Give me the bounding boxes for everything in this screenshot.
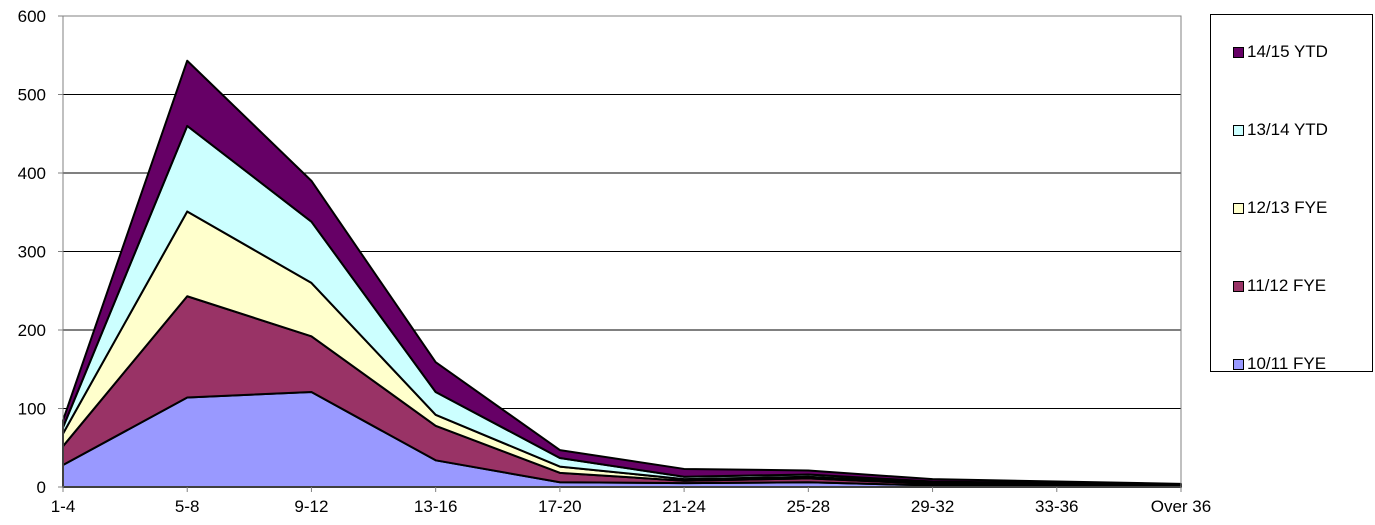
x-tick-label: Over 36: [1151, 497, 1211, 516]
y-tick-label: 500: [18, 86, 46, 105]
legend-item: 13/14 YTD: [1233, 120, 1328, 140]
legend-swatch: [1233, 280, 1244, 292]
legend-swatch: [1233, 202, 1244, 214]
legend-swatch: [1233, 46, 1244, 58]
stacked-areas: [62, 59, 1182, 488]
x-axis-ticks: 1-4 5-8 9-12 13-16 17-20 21-24 25-28 29-32 33-36…: [51, 487, 1211, 516]
legend-swatch: [1233, 124, 1244, 136]
y-tick-label: 400: [18, 164, 46, 183]
y-tick-label: 200: [18, 321, 46, 340]
legend-item: 11/12 FYE: [1233, 276, 1326, 296]
legend-label: 12/13 FYE: [1247, 198, 1328, 217]
y-tick-label: 0: [37, 478, 46, 497]
x-tick-label: 13-16: [414, 497, 457, 516]
y-tick-label: 600: [18, 7, 46, 26]
legend-item: 10/11 FYE: [1233, 354, 1326, 374]
y-tick-label: 300: [18, 243, 46, 262]
x-tick-label: 5-8: [175, 497, 200, 516]
x-tick-label: 9-12: [294, 497, 328, 516]
legend-swatch: [1233, 358, 1244, 370]
x-tick-label: 29-32: [911, 497, 954, 516]
x-tick-label: 33-36: [1035, 497, 1078, 516]
legend-label: 11/12 FYE: [1247, 276, 1327, 295]
y-tick-label: 100: [18, 400, 46, 419]
x-tick-label: 21-24: [662, 497, 705, 516]
legend-label: 10/11 FYE: [1247, 354, 1327, 373]
legend-label: 14/15 YTD: [1247, 42, 1328, 61]
legend-label: 13/14 YTD: [1247, 120, 1328, 139]
y-axis-ticks: 0 100 200 300 400 500 600: [18, 7, 63, 497]
legend-item: 12/13 FYE: [1233, 198, 1327, 218]
legend: 14/15 YTD 13/14 YTD 12/13 FYE 11/12 FYE 10/1…: [1210, 14, 1373, 374]
x-tick-label: 17-20: [538, 497, 581, 516]
x-tick-label: 1-4: [51, 497, 76, 516]
legend-item: 14/15 YTD: [1233, 42, 1328, 62]
x-tick-label: 25-28: [787, 497, 830, 516]
